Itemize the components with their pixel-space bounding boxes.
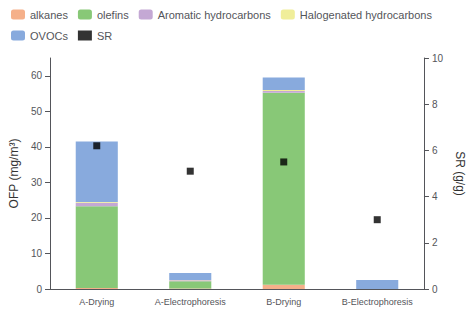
- svg-text:50: 50: [31, 106, 43, 117]
- svg-text:SR (g/g): SR (g/g): [453, 151, 467, 196]
- svg-text:OFP (mg/m³): OFP (mg/m³): [7, 139, 21, 209]
- svg-text:Aromatic hydrocarbons: Aromatic hydrocarbons: [158, 9, 272, 21]
- svg-text:A-Electrophoresis: A-Electrophoresis: [155, 297, 227, 307]
- svg-text:B-Electrophoresis: B-Electrophoresis: [342, 297, 414, 307]
- svg-text:4: 4: [432, 191, 438, 202]
- svg-text:A-Drying: A-Drying: [79, 297, 114, 307]
- svg-text:Halogenated hydrocarbons: Halogenated hydrocarbons: [300, 9, 433, 21]
- svg-text:30: 30: [31, 177, 43, 188]
- svg-text:SR: SR: [97, 30, 112, 42]
- svg-text:2: 2: [432, 237, 438, 248]
- svg-text:B-Drying: B-Drying: [266, 297, 301, 307]
- svg-text:20: 20: [31, 212, 43, 223]
- svg-text:alkanes: alkanes: [30, 9, 68, 21]
- svg-text:10: 10: [31, 248, 43, 259]
- svg-text:olefins: olefins: [97, 9, 129, 21]
- svg-text:8: 8: [432, 99, 438, 110]
- svg-text:10: 10: [432, 53, 444, 64]
- svg-text:0: 0: [432, 284, 438, 295]
- svg-text:60: 60: [31, 70, 43, 81]
- svg-text:6: 6: [432, 145, 438, 156]
- svg-text:0: 0: [36, 284, 42, 295]
- svg-text:OVOCs: OVOCs: [30, 30, 68, 42]
- svg-text:40: 40: [31, 141, 43, 152]
